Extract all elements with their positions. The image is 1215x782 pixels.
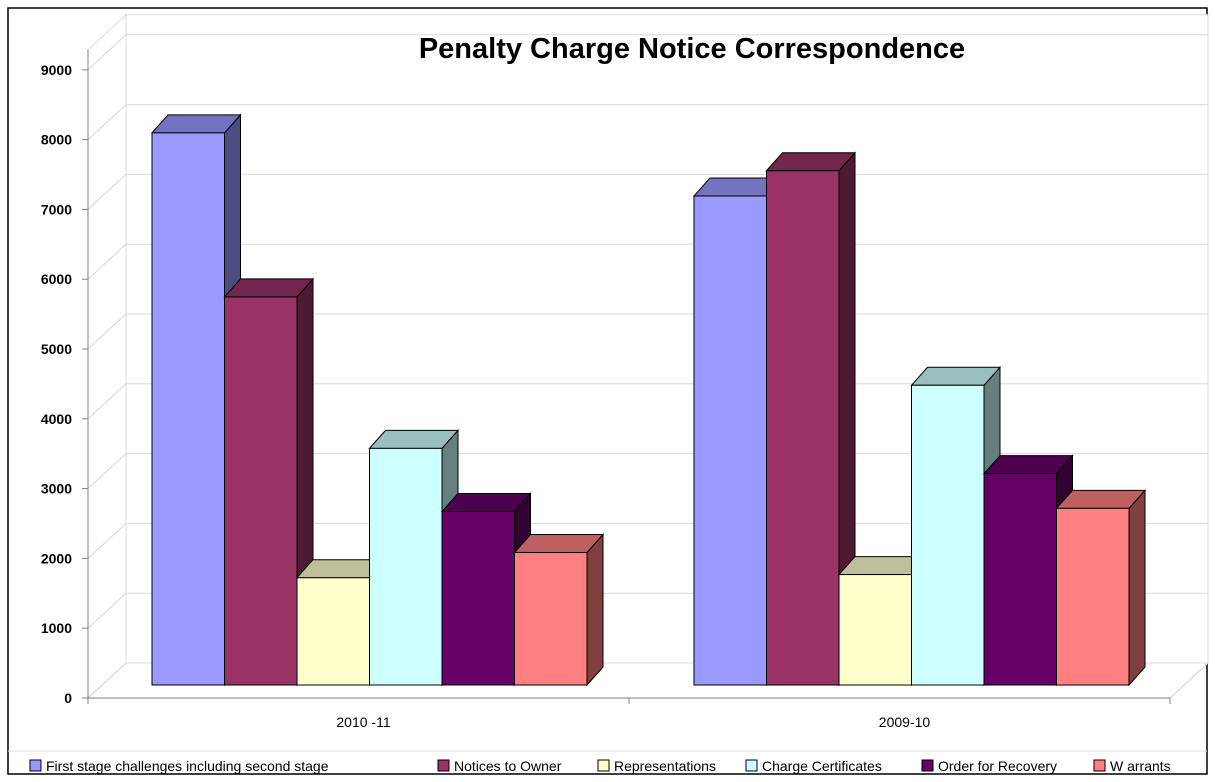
gridline-side: [87, 243, 127, 280]
bar-top: [150, 114, 242, 134]
legend-label: Notices to Owner: [454, 758, 562, 774]
bar-front: [1056, 507, 1130, 686]
legend-swatch: [745, 759, 758, 772]
y-tick-label: 7000: [41, 201, 72, 217]
legend-label: Representations: [614, 758, 716, 774]
bar-front: [838, 574, 912, 686]
gridline-side: [87, 383, 127, 420]
bar-side: [1128, 489, 1146, 687]
y-tick-label: 4000: [41, 411, 72, 427]
bar-front: [224, 296, 298, 686]
legend-label: W arrants: [1110, 758, 1171, 774]
bar-front: [296, 577, 370, 686]
y-tick-label: 3000: [41, 481, 72, 497]
bar-front: [911, 384, 985, 686]
axes: [82, 49, 1171, 704]
gridline-side: [87, 592, 127, 629]
legend-label: First stage challenges including second …: [46, 758, 329, 774]
bar: [513, 533, 605, 687]
bar-front: [369, 447, 443, 686]
bar-front: [693, 195, 767, 686]
bar-side: [586, 533, 604, 687]
gridline-side: [87, 104, 127, 140]
y-tick-label: 9000: [41, 62, 72, 78]
bar-top: [368, 429, 460, 449]
y-tick-label: 0: [64, 690, 72, 706]
legend-swatch: [1093, 759, 1106, 772]
bar: [1055, 489, 1147, 687]
gridline-side: [87, 523, 127, 559]
y-tick-labels: 0 1000 2000 3000 4000 5000 6000 7000 8000 9000: [41, 62, 72, 706]
bar-front: [151, 132, 225, 686]
bar-front: [983, 473, 1057, 686]
legend-swatch: [437, 759, 450, 772]
bar-front: [514, 551, 588, 686]
bar-front: [441, 510, 515, 686]
bar-front: [766, 170, 840, 686]
gridline-side: [87, 174, 127, 210]
legend-label: Charge Certificates: [762, 758, 882, 774]
x-tick-labels: 2010 -11 2009-10: [336, 714, 930, 730]
legend-swatch: [29, 759, 42, 772]
side-wall: [87, 13, 127, 700]
chart-title: Penalty Charge Notice Correspondence: [419, 33, 965, 65]
bar-top: [513, 533, 605, 553]
y-tick-label: 2000: [41, 550, 72, 566]
gridline-side: [87, 662, 127, 699]
legend: First stage challenges including second …: [8, 750, 1207, 774]
y-tick-label: 8000: [41, 132, 72, 148]
bar-top: [765, 152, 857, 172]
gridline-side: [87, 453, 127, 489]
bar-top: [1055, 489, 1147, 509]
bar-top: [910, 366, 1002, 386]
x-tick-label: 2009-10: [879, 714, 931, 730]
bar-top: [440, 492, 532, 512]
bars: [150, 113, 1147, 687]
legend-label: Order for Recovery: [938, 758, 1057, 774]
bar-top: [223, 278, 315, 298]
y-tick-label: 6000: [41, 271, 72, 287]
y-tick-label: 1000: [41, 620, 72, 636]
gridline-side: [87, 313, 127, 350]
legend-swatch: [597, 759, 610, 772]
x-tick-label: 2010 -11: [336, 714, 390, 730]
gridline-side: [87, 34, 127, 71]
y-tick-label: 5000: [41, 341, 72, 357]
legend-swatch: [921, 759, 934, 772]
bar-top: [982, 455, 1074, 475]
